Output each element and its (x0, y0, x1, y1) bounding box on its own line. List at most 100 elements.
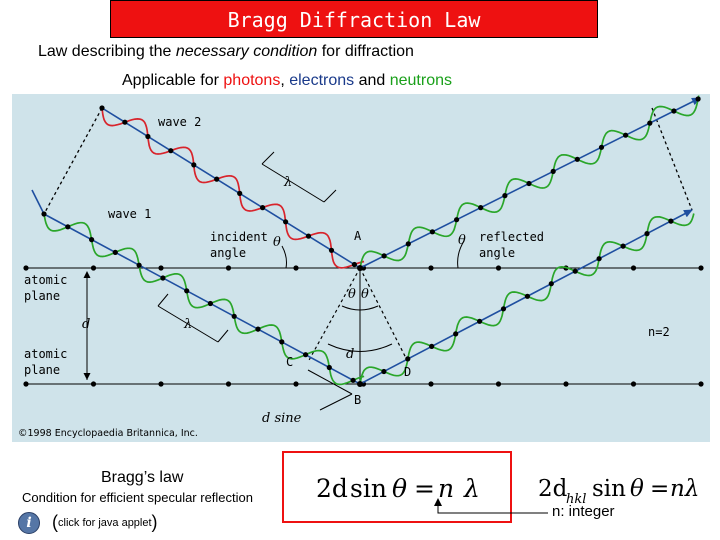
wave-node-dot (500, 306, 507, 312)
order-label: n=2 (648, 325, 670, 339)
wave-node-dot (207, 300, 213, 307)
atom-dot (293, 381, 299, 387)
atom-dot (225, 381, 232, 387)
wave-node-dot (184, 288, 190, 294)
point-d-label: D (404, 365, 411, 379)
applicable-line: Applicable for photons, electrons and ne… (122, 72, 452, 90)
wave-node-dot (168, 148, 174, 154)
formula-equals: = (414, 474, 435, 503)
wave-group (31, 95, 701, 387)
wave1-label: wave 1 (108, 207, 151, 221)
atom-dot (630, 265, 637, 271)
wave-node-dot (351, 261, 357, 268)
subtitle-emphasis: necessary condition (175, 43, 318, 60)
atom-dot (698, 265, 704, 271)
wave2-incident-wave (101, 107, 365, 269)
wave-node-dot (574, 156, 580, 162)
subtitle-prefix: Law describing the (38, 43, 176, 60)
wave-node-dot (572, 268, 578, 274)
atom-dot (630, 381, 637, 387)
wavefront-incident (43, 107, 103, 215)
theta-incident: θ (273, 235, 281, 250)
atom-dot (495, 381, 502, 387)
formula2-2d: 2d (538, 476, 568, 502)
lambda-label-top: λ (283, 175, 292, 190)
atom-dot (90, 265, 97, 271)
point-a-dot (357, 265, 363, 271)
theta-normal-right: θ (361, 287, 369, 302)
wave-node-dot (214, 176, 220, 182)
wave-node-dot (191, 162, 197, 168)
theta-reflected: θ (458, 233, 466, 248)
formula2-sin: sin (592, 476, 626, 502)
atomic-plane-label-1a: atomic (24, 273, 67, 287)
formula-theta: θ (392, 474, 407, 503)
d-label-center: d (346, 347, 354, 362)
wave-node-dot (623, 132, 629, 138)
wave-node-dot (524, 293, 531, 299)
wave-node-dot (647, 120, 653, 126)
wave-node-dot (160, 275, 166, 281)
theta-normal-left: θ (348, 287, 356, 302)
comma: , (280, 72, 290, 89)
point-b-dot (357, 381, 363, 387)
formula-n: n (438, 474, 454, 503)
wave-node-dot (260, 205, 266, 211)
atom-dot (90, 381, 97, 387)
wave-node-dot (112, 249, 118, 255)
wave-node-dot (350, 377, 356, 383)
java-applet-link[interactable]: (click for java applet) (52, 512, 158, 533)
bragg-diagram: wave 2 wave 1 λ λ incident angle θ A θ r… (12, 94, 710, 442)
wave-node-dot (477, 318, 483, 324)
wave-node-dot (145, 133, 151, 140)
wave-node-dot (695, 96, 701, 102)
wave-node-dot (405, 356, 411, 362)
line-a-d (359, 267, 409, 363)
formula-lambda: λ (463, 474, 480, 503)
wave-node-dot (644, 231, 650, 237)
wave-node-dot (550, 168, 556, 174)
subtitle-suffix: for diffraction (317, 43, 414, 60)
wave-node-dot (671, 108, 677, 114)
d-sine-label: d sine (262, 411, 302, 426)
atomic-plane-label-2a: atomic (24, 347, 67, 361)
wave-node-dot (237, 190, 243, 196)
atom-dot (428, 381, 434, 387)
java-open-paren: ( (52, 512, 58, 532)
wave-node-dot (620, 243, 626, 249)
wavefront-reflected (651, 107, 693, 211)
d-sine-arrow (307, 369, 353, 395)
normal-angle-arc (341, 305, 379, 311)
atom-dot (225, 265, 232, 271)
atom-dot (698, 381, 704, 387)
braggs-law-label: Bragg’s law (101, 469, 184, 486)
wave-node-dot (526, 180, 532, 187)
wave-node-dot (305, 233, 312, 239)
wave-node-dot (65, 224, 71, 230)
subtitle: Law describing the necessary condition f… (38, 43, 414, 61)
wave-node-dot (283, 219, 289, 225)
wave-node-dot (453, 331, 459, 337)
info-icon[interactable]: i (18, 512, 40, 534)
wave-node-dot (255, 326, 261, 332)
incident-angle-label-1: incident (210, 230, 268, 244)
incident-angle-label-2: angle (210, 246, 246, 260)
formula-sin: sin (350, 474, 387, 503)
reflected-angle-arc (457, 240, 465, 269)
bragg-formula-hkl: 2d hkl sin θ = nλ (538, 476, 699, 506)
wave-node-dot (478, 205, 484, 211)
reflected-angle-label-1: reflected (479, 230, 544, 244)
atom-dot (428, 265, 434, 271)
d-arc (327, 343, 393, 352)
atom-dot (563, 381, 569, 387)
wave-node-dot (326, 364, 332, 371)
lambda-arrow-mid (157, 305, 219, 343)
bragg-formula: 2d sin θ = n λ (316, 474, 480, 503)
java-link-text[interactable]: click for java applet (58, 517, 152, 529)
wave-node-dot (668, 218, 674, 224)
wave2-incident-ray (101, 107, 361, 269)
atom-dot (158, 265, 164, 271)
lambda-label-mid: λ (183, 317, 192, 332)
n-integer-note: n: integer (552, 503, 615, 520)
reflected-angle-label-2: angle (479, 246, 515, 260)
